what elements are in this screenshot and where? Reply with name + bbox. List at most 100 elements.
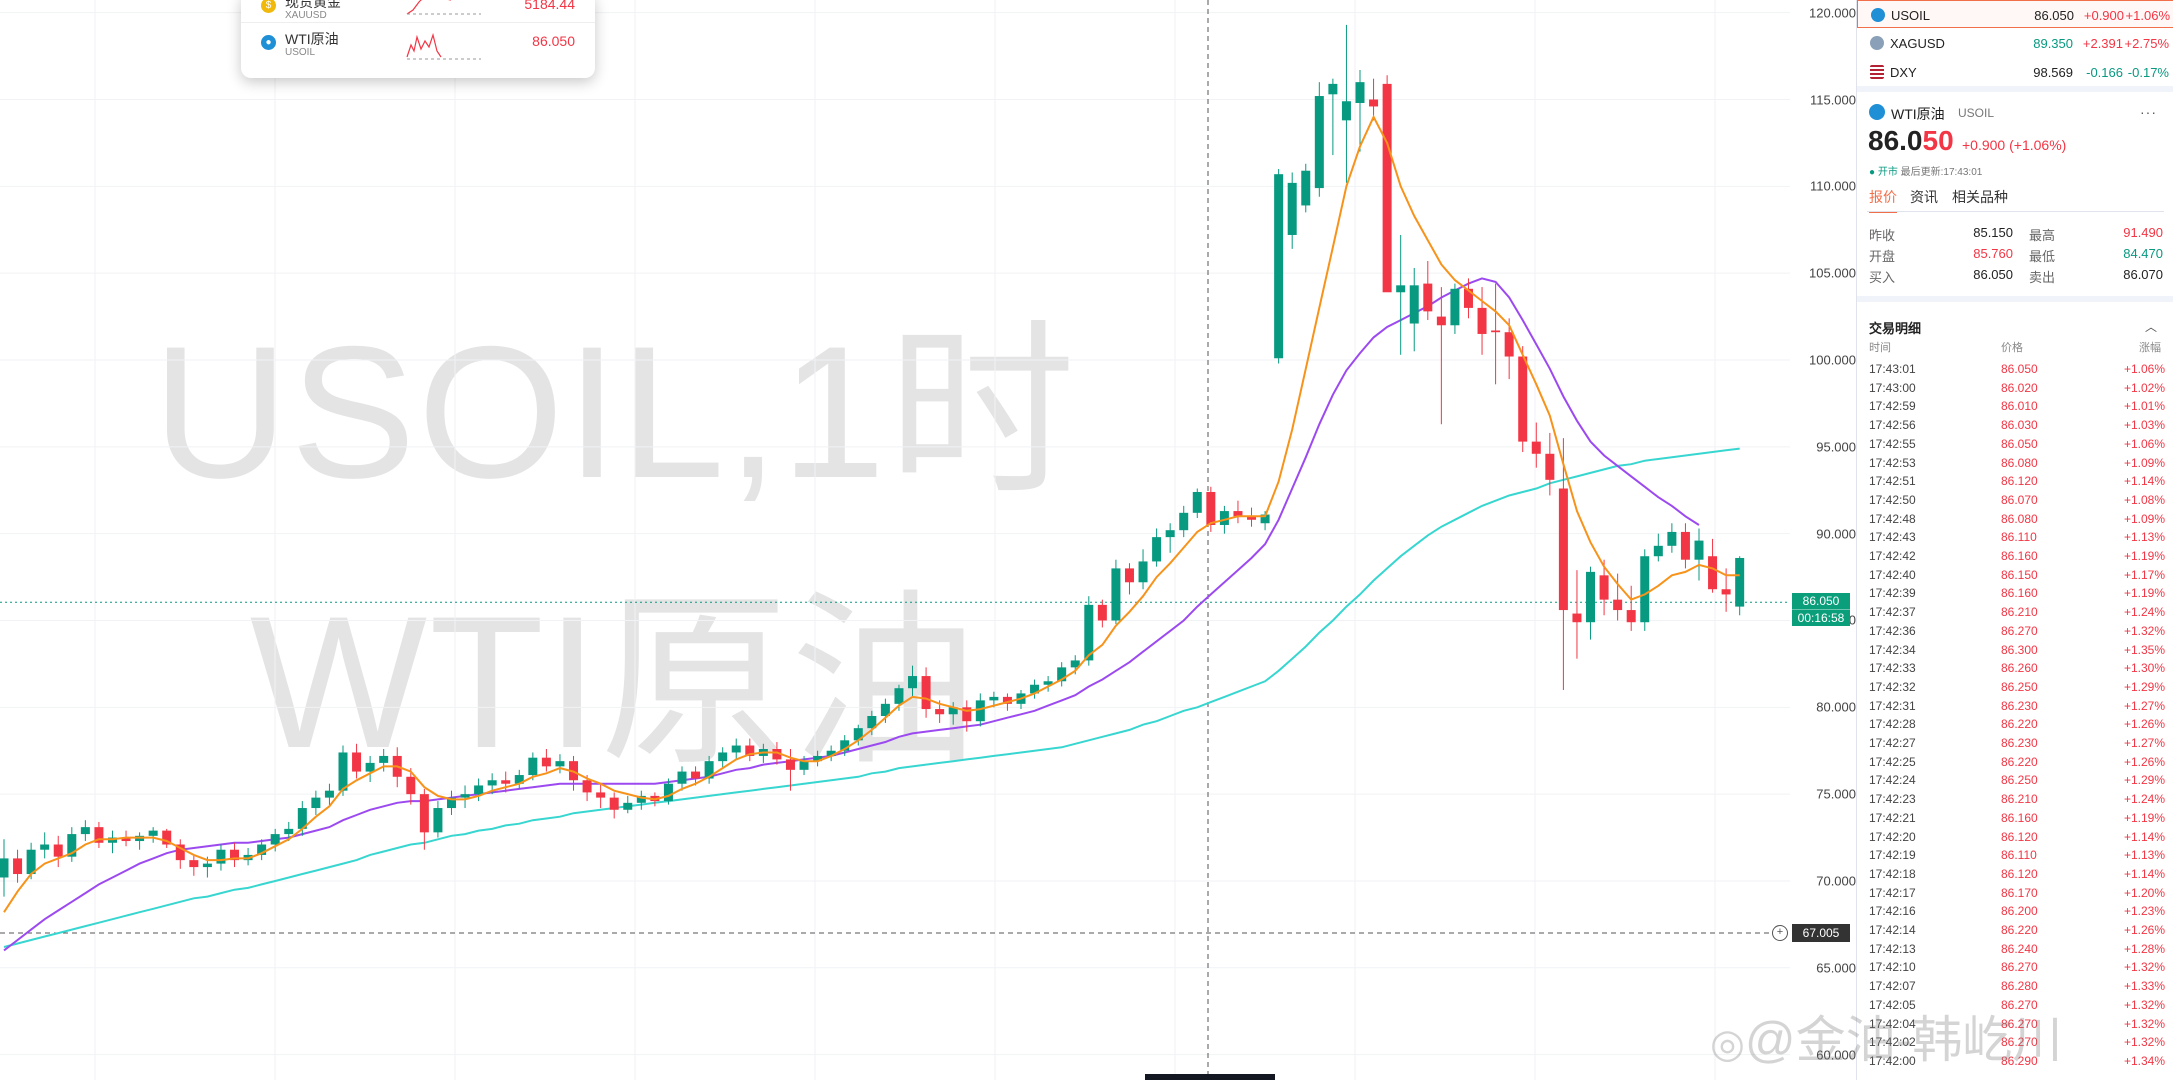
trade-price: 86.240: [2001, 941, 2038, 956]
popup-row-xauusd[interactable]: $ 现货黄金 XAUUSD 5184.44: [241, 0, 595, 26]
trade-row: 17:42:17 86.170 +1.20%: [1867, 884, 2167, 903]
candle-body: [365, 762, 375, 772]
symbol-popup: $ 现货黄金 XAUUSD 5184.44 ● WTI原油 USOIL 86.0…: [241, 0, 595, 78]
candle-body: [1504, 332, 1514, 357]
trade-price: 86.110: [2001, 530, 2037, 545]
trade-row: 17:43:01 86.050 +1.06%: [1867, 360, 2167, 379]
trade-time: 17:42:13: [1869, 941, 1916, 956]
trade-change: +1.02%: [2123, 380, 2165, 395]
trade-time: 17:42:10: [1869, 960, 1916, 975]
trade-time: 17:42:50: [1869, 492, 1916, 507]
watchlist-pct: +2.75%: [2124, 36, 2169, 51]
trade-change: +1.19%: [2123, 810, 2165, 825]
y-tick-label: 70.000: [1816, 873, 1856, 889]
candle-body: [1355, 82, 1365, 103]
trade-change: +1.33%: [2123, 979, 2165, 994]
trade-row: 17:42:40 86.150 +1.17%: [1867, 566, 2167, 585]
trade-row: 17:42:59 86.010 +1.01%: [1867, 397, 2167, 416]
stat-value: 86.070: [2123, 267, 2163, 282]
trade-change: +1.20%: [2123, 885, 2165, 900]
candle-body: [840, 740, 850, 751]
candle-body: [202, 863, 212, 868]
stat-value: 91.490: [2123, 225, 2163, 240]
candle-body: [1409, 285, 1419, 324]
candle-body: [324, 790, 334, 798]
trade-row: 17:42:28 86.220 +1.26%: [1867, 715, 2167, 734]
candle-body: [1002, 696, 1012, 704]
candle-body: [1653, 545, 1663, 557]
trade-change: +1.01%: [2123, 399, 2165, 414]
trade-price: 86.120: [2001, 866, 2038, 881]
tab-quote[interactable]: 报价: [1869, 187, 1897, 213]
us-flag-icon: [1870, 65, 1884, 79]
trade-change: +1.13%: [2123, 530, 2165, 545]
y-tick-label: 75.000: [1816, 786, 1856, 802]
market-status-text: 开市: [1877, 167, 1898, 178]
candle-body: [1165, 530, 1175, 538]
candle-body: [460, 794, 470, 798]
trade-change: +1.32%: [2123, 960, 2165, 975]
collapse-icon[interactable]: ︿: [2145, 320, 2158, 334]
oil-drop-icon: [1871, 8, 1885, 22]
stat-label: 最低: [2029, 249, 2056, 264]
trade-time: 17:42:23: [1869, 792, 1916, 807]
trade-row: 17:42:19 86.110 +1.13%: [1867, 846, 2167, 865]
candle-body: [270, 834, 280, 845]
trade-row: 17:43:00 86.020 +1.02%: [1867, 379, 2167, 398]
trade-row: 17:42:56 86.030 +1.03%: [1867, 416, 2167, 435]
candle-body: [514, 775, 524, 784]
price-chart[interactable]: USOIL,1时 WTI原油 60.000 65.000 70.000 75.000 8…: [0, 0, 1860, 1080]
candle-body: [1545, 453, 1555, 480]
detail-change-pct: (+1.06%): [2009, 137, 2067, 153]
candle-body: [1491, 330, 1501, 333]
watchlist-row-usoil[interactable]: USOIL 86.050 +0.900 +1.06%: [1857, 0, 2173, 28]
watchlist-row-xagusd[interactable]: XAGUSD 89.350 +2.391 +2.75%: [1857, 29, 2173, 57]
trade-price: 86.010: [2001, 399, 2038, 414]
chart-name-watermark: WTI原油: [249, 577, 981, 787]
candle-body: [1314, 96, 1324, 189]
trade-row: 17:42:20 86.120 +1.14%: [1867, 828, 2167, 847]
trade-change: +1.23%: [2123, 904, 2165, 919]
trade-change: +1.29%: [2123, 773, 2165, 788]
add-alert-icon[interactable]: +: [1772, 924, 1788, 941]
trade-change: +1.32%: [2123, 1016, 2165, 1031]
watchlist-row-dxy[interactable]: DXY 98.569 -0.166 -0.17%: [1857, 58, 2173, 86]
candle-body: [948, 707, 958, 715]
mini-sparkline: [406, 0, 481, 15]
stat-label: 开盘: [1869, 249, 1896, 264]
trade-price: 86.200: [2001, 904, 2038, 919]
candle-body: [528, 757, 538, 776]
popup-row-usoil[interactable]: ● WTI原油 USOIL 86.050: [241, 22, 595, 63]
watchlist-change: +2.391: [2082, 36, 2123, 51]
trade-time: 17:42:33: [1869, 661, 1916, 676]
crosshair-price-tag: 67.005: [1792, 923, 1850, 942]
tab-news[interactable]: 资讯: [1910, 189, 1938, 205]
candle-body: [894, 688, 904, 704]
stat-label: 卖出: [2029, 270, 2056, 285]
candle-body: [1694, 540, 1704, 560]
candle-body: [704, 761, 714, 779]
tab-related[interactable]: 相关品种: [1952, 189, 2008, 205]
price-axis[interactable]: 60.00065.00070.00075.00080.00085.00090.0…: [1790, 0, 1856, 1080]
candle-body: [175, 844, 185, 861]
trade-row: 17:42:14 86.220 +1.26%: [1867, 921, 2167, 940]
trades-title: 交易明细: [1869, 321, 1922, 336]
y-tick-label: 115.000: [1809, 92, 1856, 107]
trade-price: 86.260: [2001, 661, 2038, 676]
candle-body: [989, 696, 999, 701]
candlestick-plot[interactable]: [0, 0, 1790, 1080]
trade-row: 17:42:02 86.270 +1.32%: [1867, 1033, 2167, 1052]
candle-body: [162, 830, 172, 845]
trade-row: 17:42:32 86.250 +1.29%: [1867, 678, 2167, 697]
more-icon[interactable]: ···: [2140, 104, 2157, 120]
trade-time: 17:42:25: [1869, 754, 1916, 769]
popup-price: 5184.44: [524, 0, 575, 12]
trade-price: 86.270: [2001, 997, 2038, 1012]
stat-value: 85.150: [1973, 225, 2013, 240]
candle-body: [1423, 283, 1433, 312]
bar-countdown: 00:16:58: [1792, 609, 1850, 626]
trade-change: +1.32%: [2123, 1035, 2165, 1050]
silver-coin-icon: [1870, 36, 1884, 50]
candle-body: [1138, 561, 1148, 583]
candle-body: [596, 792, 606, 798]
